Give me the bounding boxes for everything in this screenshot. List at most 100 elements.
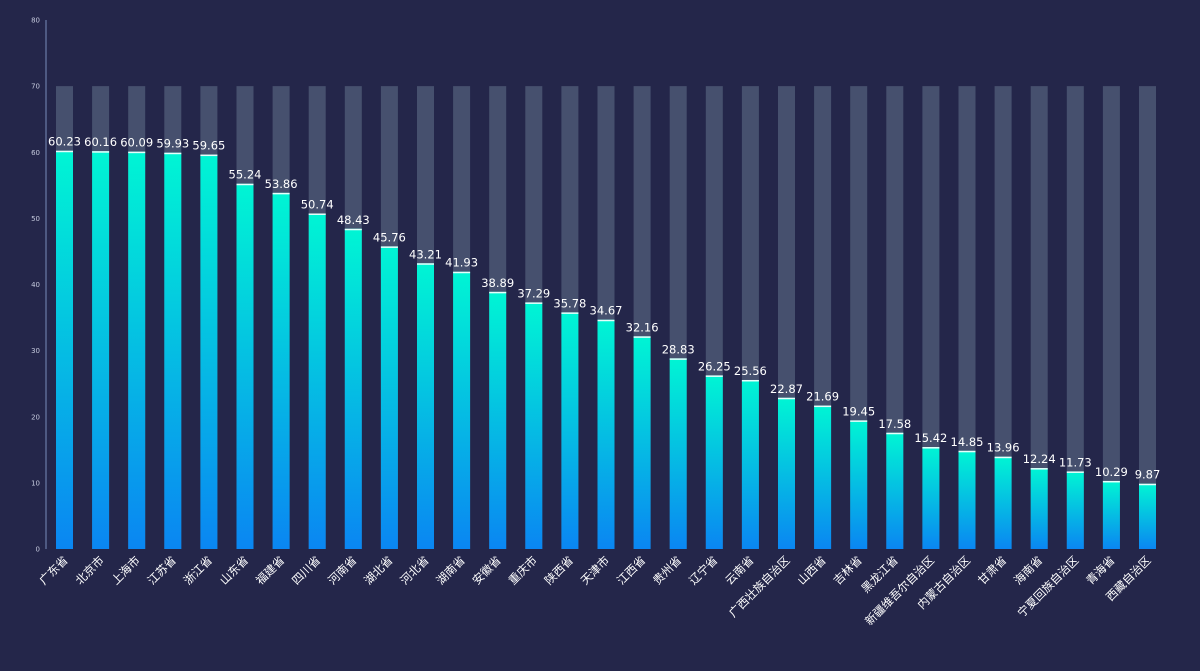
bar-cap (633, 336, 651, 338)
bar-track (994, 86, 1012, 549)
bar-cap (922, 447, 940, 449)
bar-track (922, 86, 940, 549)
bar-cap (380, 246, 398, 248)
y-tick-label: 20 (31, 413, 40, 421)
x-tick-label: 四川省 (289, 553, 323, 587)
y-tick-label: 60 (31, 149, 40, 157)
x-tick-label: 湖北省 (361, 553, 395, 587)
bar-value-label: 59.93 (156, 137, 189, 151)
bar-value-label: 35.78 (553, 296, 586, 310)
y-tick-label: 40 (31, 281, 40, 289)
bar-cap (92, 151, 110, 153)
x-axis-labels: 广东省 北京市 上海市 江苏省 浙江省 山东省 福建省 四川省 河南省 湖北省 河北省 湖南省 安徽省重… (36, 553, 1153, 628)
bar (633, 336, 651, 549)
bar-cap (1030, 468, 1048, 470)
x-tick-label: 北京市 (72, 553, 106, 587)
bar (669, 358, 687, 549)
bar (164, 152, 182, 549)
bar-value-label: 28.83 (662, 342, 695, 356)
bar-cap (56, 150, 73, 153)
y-tick-label: 30 (31, 347, 40, 355)
bar-value-label: 45.76 (373, 230, 406, 244)
bar (525, 302, 543, 549)
bar (380, 246, 398, 550)
bar-cap (705, 375, 723, 377)
x-tick-label: 吉林省 (831, 553, 865, 587)
x-tick-label: 贵州省 (650, 553, 684, 587)
y-tick-label: 50 (31, 215, 40, 223)
bar (489, 291, 507, 549)
bar-value-label: 22.87 (770, 382, 803, 396)
bar-cap (741, 379, 759, 382)
bar-value-label: 14.85 (951, 435, 984, 449)
bar-value-label: 60.09 (120, 136, 153, 150)
bar-cap (489, 291, 507, 294)
bar-value-label: 11.73 (1059, 455, 1092, 469)
bar-value-label: 55.24 (229, 168, 262, 182)
bar (850, 420, 868, 549)
bar (56, 150, 73, 549)
bar-cap (958, 450, 976, 453)
bar-value-label: 60.16 (84, 135, 117, 149)
bar-value-label: 17.58 (878, 417, 911, 431)
bar-track (1030, 86, 1048, 549)
bar (1102, 480, 1120, 549)
y-tick-label: 10 (31, 479, 40, 487)
bar (236, 183, 254, 549)
bar-track (1139, 86, 1156, 549)
bar-value-label: 50.74 (301, 197, 334, 211)
value-labels: 60.23 60.16 60.09 59.93 59.65 55.2453.8650.74… (48, 135, 1160, 482)
bar (741, 379, 759, 549)
bar (561, 312, 579, 549)
bar-value-label: 12.24 (1023, 452, 1056, 466)
x-tick-label: 山东省 (217, 553, 251, 587)
bar-cap (164, 152, 182, 155)
bar-cap (236, 183, 254, 186)
bar-cap (561, 312, 579, 314)
x-tick-label: 江西省 (614, 553, 648, 587)
bar-cap (994, 456, 1012, 459)
bar-cap (1139, 483, 1156, 486)
bar-value-label: 10.29 (1095, 465, 1128, 479)
bar-value-label: 13.96 (987, 441, 1020, 455)
x-tick-label: 湖南省 (433, 553, 467, 587)
bar (1139, 483, 1156, 549)
bar-cap (417, 263, 434, 265)
bar-cap (669, 358, 687, 360)
bar (994, 456, 1012, 549)
bar-cap (200, 154, 218, 157)
bar-cap (128, 151, 146, 154)
bar (1066, 471, 1084, 549)
y-axis: 0 10 20 30 40 50 60 70 80 (31, 17, 47, 554)
bar-cap (272, 192, 290, 195)
x-tick-label: 上海市 (109, 553, 143, 587)
bar-value-label: 59.65 (192, 139, 225, 153)
bar (128, 151, 146, 549)
bar (92, 151, 110, 549)
x-tick-label: 辽宁省 (686, 553, 720, 587)
bar (344, 228, 362, 549)
bar-value-label: 48.43 (337, 213, 370, 227)
bar (200, 154, 218, 549)
bar-value-label: 19.45 (842, 404, 875, 418)
bar-cap (344, 228, 362, 231)
bar-value-label: 25.56 (734, 364, 767, 378)
x-tick-label: 陕西省 (542, 553, 576, 587)
bar-value-label: 60.23 (48, 135, 81, 149)
y-tick-label: 0 (36, 546, 40, 554)
x-tick-label: 安徽省 (470, 553, 504, 587)
x-tick-label: 海南省 (1011, 553, 1045, 587)
bar-cap (1102, 480, 1120, 483)
bar-cap (778, 397, 795, 400)
bar-track (1102, 86, 1120, 549)
bar-value-label: 21.69 (806, 390, 839, 404)
bar (922, 447, 940, 549)
bar-value-label: 34.67 (590, 304, 623, 318)
bars (56, 150, 1156, 550)
x-tick-label: 重庆市 (506, 553, 540, 587)
bar-value-label: 32.16 (626, 320, 659, 334)
y-tick-label: 80 (31, 17, 40, 25)
y-tick-label: 70 (31, 83, 40, 91)
bar-cap (308, 213, 326, 215)
